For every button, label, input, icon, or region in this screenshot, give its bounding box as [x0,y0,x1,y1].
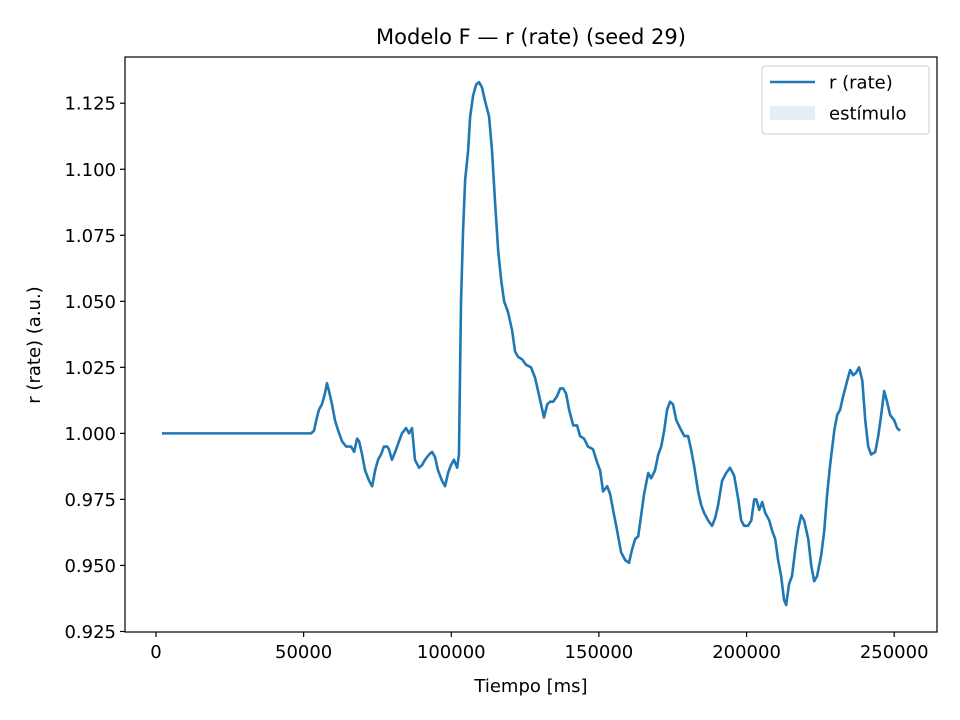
plot-area [161,80,901,607]
y-tick-label: 1.125 [64,94,116,115]
x-axis-label: Tiempo [ms] [473,676,587,697]
x-tick-label: 200000 [712,642,781,663]
x-tick-label: 250000 [860,642,929,663]
legend-patch [770,106,815,120]
legend-label: r (rate) [829,73,893,94]
y-axis-label: r (rate) (a.u.) [24,286,45,403]
x-tick-label: 50000 [275,642,332,663]
y-tick-label: 0.950 [64,556,116,577]
x-tick-label: 0 [150,642,161,663]
data-line [161,80,901,607]
legend: r (rate) estímulo [761,65,930,135]
y-tick-label: 1.000 [64,424,116,445]
legend-label: estímulo [829,104,906,125]
y-tick-label: 0.975 [64,490,116,511]
x-tick-label: 100000 [417,642,486,663]
y-tick-label: 1.050 [64,292,116,313]
y-tick-label: 0.925 [64,622,116,643]
x-tick-label: 150000 [565,642,634,663]
chart-title: Modelo F — r (rate) (seed 29) [376,25,686,49]
y-tick-label: 1.025 [64,358,116,379]
axes-frame [124,56,938,633]
y-tick-label: 1.100 [64,160,116,181]
y-tick-label: 1.075 [64,226,116,247]
